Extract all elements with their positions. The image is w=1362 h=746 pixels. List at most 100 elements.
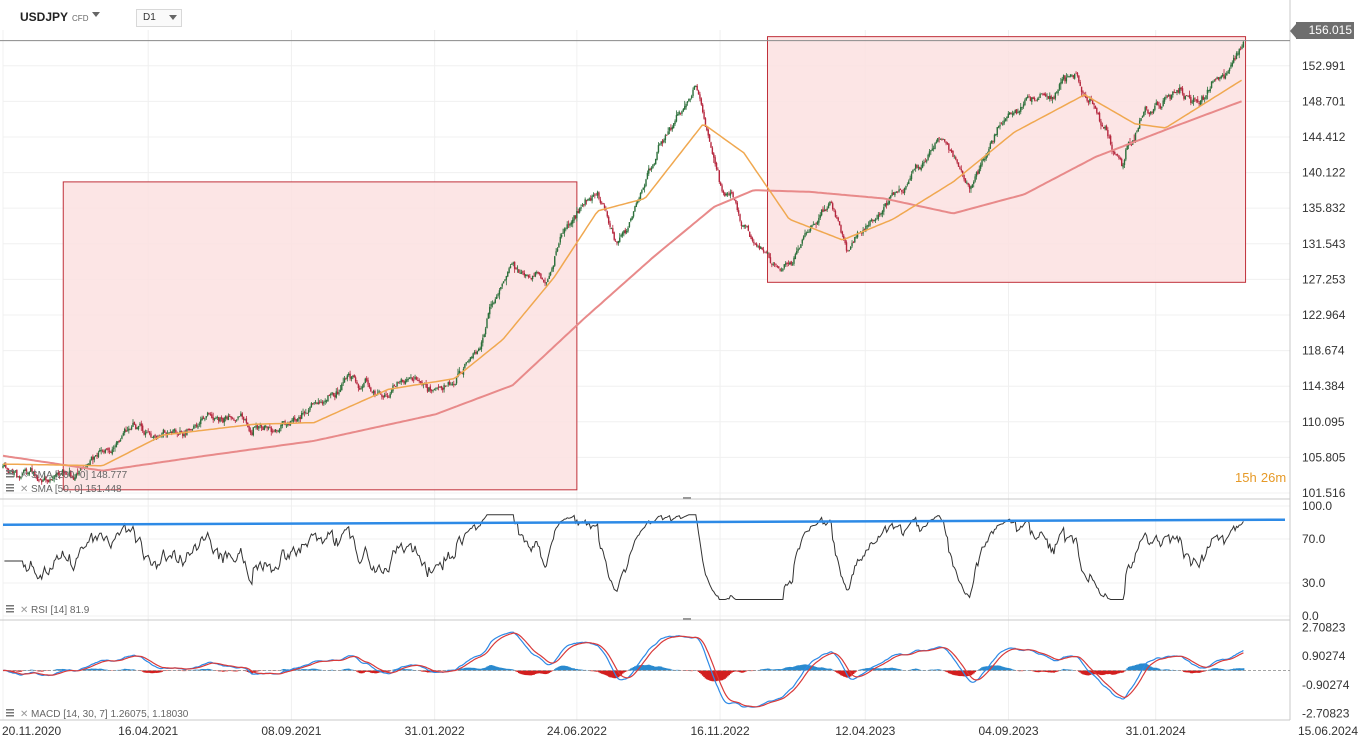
rsi-trendline[interactable] xyxy=(2,518,1286,526)
macd-hist-bar xyxy=(381,670,383,673)
rsi-line[interactable] xyxy=(4,514,1244,600)
macd-hist-bar xyxy=(1145,663,1148,671)
candle-body xyxy=(47,480,50,483)
macd-hist-bar xyxy=(887,668,889,671)
macd-hist-bar xyxy=(665,668,668,671)
symbol-chevron-down-icon[interactable] xyxy=(92,12,100,17)
close-icon[interactable]: ✕ xyxy=(20,484,28,495)
candle-body xyxy=(1125,149,1127,160)
candle-body xyxy=(725,193,727,196)
candle-body xyxy=(822,208,824,212)
sma-50-line[interactable] xyxy=(3,79,1243,467)
sma-50-legend[interactable]: ✕ SMA [50, 0] 151.448 xyxy=(6,484,122,495)
candle-body xyxy=(664,135,667,141)
candle-body xyxy=(417,380,419,381)
candle-body xyxy=(1152,109,1155,113)
close-icon[interactable]: ✕ xyxy=(20,470,28,481)
macd-hist-bar xyxy=(54,669,57,671)
candle-body xyxy=(1111,144,1113,152)
price-tick-label: 110.095 xyxy=(1302,415,1345,429)
range-box-2[interactable] xyxy=(766,36,1247,283)
symbol-selector[interactable]: USDJPY CFD xyxy=(20,10,88,24)
candle-body xyxy=(283,421,285,423)
macd-hist-bar xyxy=(1082,670,1084,675)
candle-body xyxy=(451,383,454,385)
candle-body xyxy=(645,179,647,186)
candle-body xyxy=(1107,130,1109,137)
macd-hist-bar xyxy=(1057,670,1060,672)
candle-body xyxy=(903,188,906,193)
candle-body xyxy=(141,425,144,431)
candle-body xyxy=(93,456,95,460)
candle-body xyxy=(1061,79,1063,83)
macd-hist-bar xyxy=(852,670,855,674)
macd-signal-line[interactable] xyxy=(2,632,1244,708)
candle-body xyxy=(1046,95,1048,97)
macd-hist-bar xyxy=(914,668,917,671)
candle-body xyxy=(765,252,768,254)
candle-body xyxy=(1226,73,1228,76)
macd-hist-bar xyxy=(1123,670,1126,672)
candle-body xyxy=(1087,100,1090,103)
sma-200-line[interactable] xyxy=(2,100,1242,472)
range-box-1[interactable] xyxy=(62,181,578,491)
candle-body xyxy=(977,171,979,175)
macd-hist-bar xyxy=(217,670,220,672)
macd-hist-bar xyxy=(1225,669,1228,671)
candle-body xyxy=(1100,121,1102,126)
candle-body xyxy=(92,456,94,460)
candle-body xyxy=(1199,100,1202,105)
indicator-menu-icon[interactable] xyxy=(6,484,14,486)
candle-body xyxy=(110,452,112,453)
candle-body xyxy=(1026,96,1029,99)
indicator-menu-icon[interactable] xyxy=(6,605,14,607)
candle-body xyxy=(255,425,257,428)
timer-hours: 15 xyxy=(1235,470,1250,485)
macd-hist-bar xyxy=(1144,663,1147,671)
candle-body xyxy=(932,148,935,150)
sma-200-legend[interactable]: ✕ SMA [200, 0] 148.777 xyxy=(6,470,128,481)
macd-hist-bar xyxy=(1116,670,1119,674)
candle-body xyxy=(721,185,723,192)
macd-hist-bar xyxy=(538,670,541,674)
candle-body xyxy=(1123,159,1126,165)
price-tick-label: 135.832 xyxy=(1302,201,1346,215)
candle-body xyxy=(808,231,810,233)
candle-body xyxy=(325,400,328,402)
candle-body xyxy=(226,416,228,420)
timeframe-select[interactable]: D1 xyxy=(136,9,182,27)
indicator-menu-icon[interactable] xyxy=(6,709,14,711)
macd-hist-bar xyxy=(712,670,715,682)
candle-body xyxy=(46,479,48,482)
candle-body xyxy=(171,431,173,434)
rsi-legend[interactable]: ✕ RSI [14] 81.9 xyxy=(6,605,90,616)
candle-body xyxy=(1091,100,1094,105)
close-icon[interactable]: ✕ xyxy=(20,709,28,720)
macd-line[interactable] xyxy=(2,631,1244,708)
candle-body xyxy=(1120,158,1123,166)
macd-hist-bar xyxy=(1032,670,1035,672)
macd-legend[interactable]: ✕ MACD [14, 30, 7] 1.26075, 1.18030 xyxy=(6,709,189,720)
close-icon[interactable]: ✕ xyxy=(20,605,28,616)
indicator-menu-icon[interactable] xyxy=(6,470,14,472)
macd-hist-bar xyxy=(664,667,667,671)
candle-body xyxy=(856,232,859,238)
candle-body xyxy=(934,143,936,149)
candle-body xyxy=(408,377,411,379)
candle-body xyxy=(327,395,329,402)
candle-body xyxy=(229,415,231,417)
candle-body xyxy=(772,263,774,265)
candle-body xyxy=(869,220,871,226)
panel-resize-handle[interactable] xyxy=(683,618,691,620)
panel-resize-handle[interactable] xyxy=(683,497,691,499)
macd-hist-bar xyxy=(504,668,506,671)
macd-hist-bar xyxy=(706,670,708,680)
candle-body xyxy=(783,264,785,268)
candle-body xyxy=(981,159,983,166)
candle-body xyxy=(616,242,618,244)
macd-hist-bar xyxy=(1155,667,1158,671)
candle-body xyxy=(444,385,447,387)
macd-hist-bar xyxy=(551,670,553,672)
macd-hist-bar xyxy=(1163,669,1166,671)
